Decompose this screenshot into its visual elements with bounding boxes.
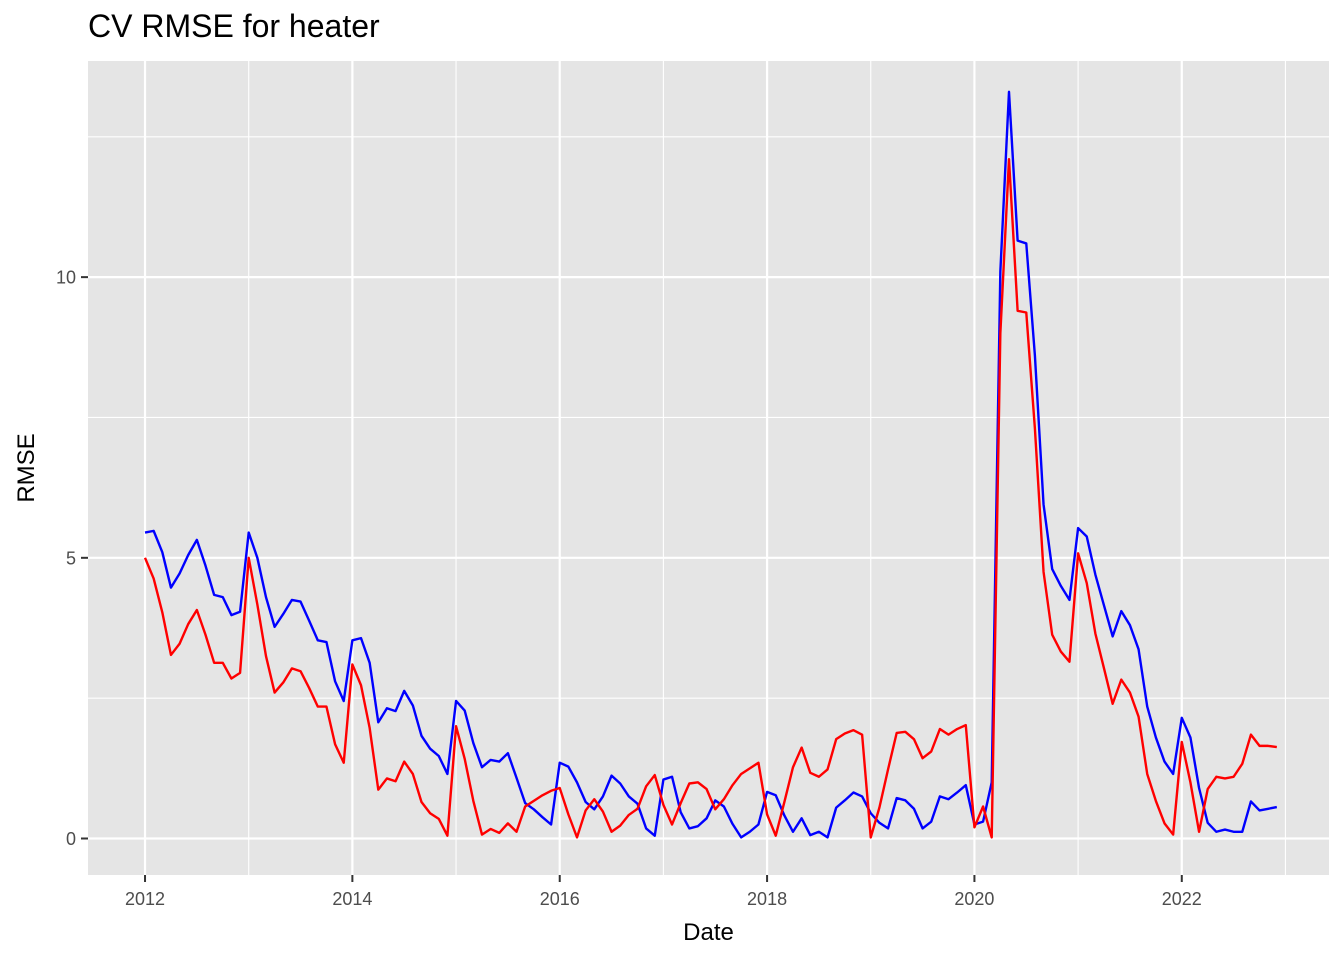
x-tick-label: 2018 bbox=[747, 889, 787, 909]
plot-panel bbox=[88, 61, 1329, 875]
chart-title: CV RMSE for heater bbox=[88, 8, 380, 44]
major-grid bbox=[88, 61, 1329, 875]
x-tick-label: 2012 bbox=[125, 889, 165, 909]
y-tick-label: 5 bbox=[66, 548, 76, 568]
x-tick-label: 2016 bbox=[540, 889, 580, 909]
y-axis-title: RMSE bbox=[13, 433, 40, 502]
series-line-1 bbox=[144, 90, 1278, 839]
series-line-2 bbox=[143, 158, 1277, 839]
y-tick-label: 10 bbox=[56, 268, 76, 288]
y-tick-label: 0 bbox=[66, 829, 76, 849]
x-tick-label: 2014 bbox=[332, 889, 372, 909]
series-layer bbox=[143, 90, 1278, 839]
x-tick-label: 2022 bbox=[1162, 889, 1202, 909]
x-tick-label: 2020 bbox=[954, 889, 994, 909]
x-axis-title: Date bbox=[683, 919, 734, 946]
minor-grid bbox=[88, 61, 1329, 875]
axes: 2012 2014 2016 2018 2020 2022 0 5 10 bbox=[56, 268, 1202, 909]
